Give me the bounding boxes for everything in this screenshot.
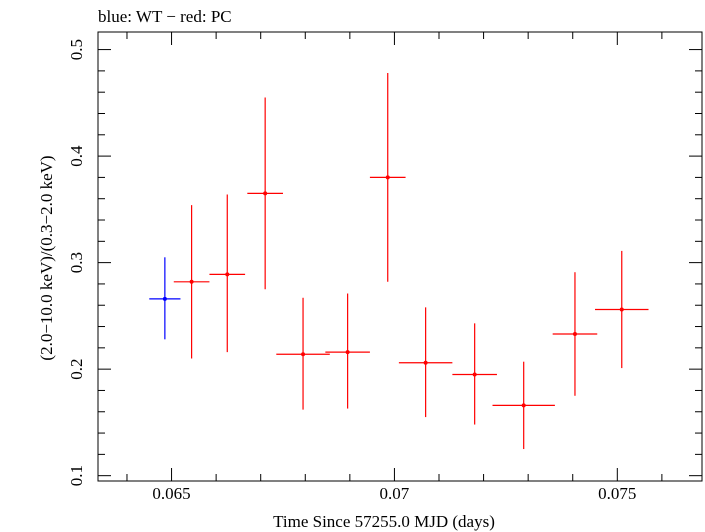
- data-point: [247, 97, 283, 290]
- data-point: [173, 205, 210, 359]
- y-tick-label: 0.2: [67, 359, 86, 380]
- axis-tick-labels: 0.065 0.07 0.075 0.1 0.2 0.3 0.4 0.5: [67, 39, 636, 503]
- data-marker: [521, 403, 526, 408]
- data-marker: [225, 272, 230, 277]
- data-point: [325, 293, 370, 409]
- data-points: [149, 73, 649, 450]
- data-point: [552, 272, 598, 396]
- y-tick-label: 0.3: [67, 252, 86, 273]
- data-marker: [189, 279, 194, 284]
- data-point: [452, 323, 497, 425]
- data-point: [398, 307, 453, 418]
- y-tick-label: 0.4: [67, 145, 86, 167]
- data-point: [276, 297, 330, 410]
- y-tick-label: 0.1: [67, 465, 86, 486]
- plot-frame: [97, 31, 703, 482]
- data-point: [149, 257, 181, 340]
- data-point: [369, 73, 406, 282]
- x-tick-label: 0.07: [380, 484, 410, 503]
- data-marker: [619, 307, 624, 312]
- data-marker: [472, 372, 477, 377]
- y-axis-label: (2.0−10.0 keV)/(0.3−2.0 keV): [37, 155, 56, 360]
- x-axis-label: Time Since 57255.0 MJD (days): [273, 512, 495, 531]
- y-tick-label: 0.5: [67, 39, 86, 60]
- x-tick-label: 0.075: [598, 484, 636, 503]
- data-marker: [385, 175, 390, 180]
- data-marker: [162, 296, 167, 301]
- data-marker: [301, 352, 306, 357]
- data-marker: [263, 191, 268, 196]
- axis-ticks: [98, 32, 702, 481]
- data-point: [595, 250, 649, 369]
- chart-title: blue: WT − red: PC: [98, 7, 232, 26]
- data-point: [209, 194, 246, 353]
- data-marker: [345, 350, 350, 355]
- data-marker: [572, 331, 577, 336]
- x-tick-label: 0.065: [152, 484, 190, 503]
- data-marker: [423, 360, 428, 365]
- data-point: [492, 361, 555, 450]
